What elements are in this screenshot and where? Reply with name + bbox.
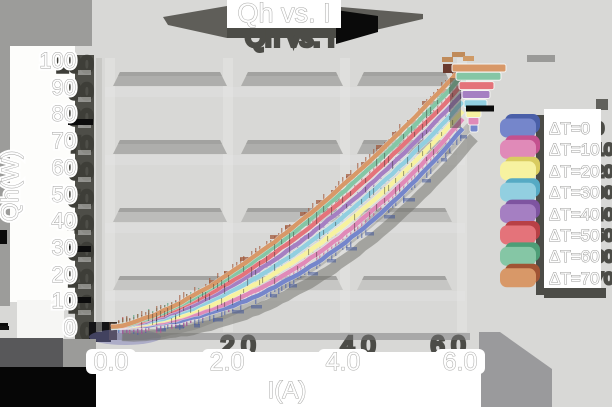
- svg-text:40: 40: [69, 212, 93, 237]
- svg-text:10: 10: [52, 288, 76, 313]
- svg-text:I(A): I(A): [268, 377, 307, 404]
- svg-text:Qh(W): Qh(W): [0, 151, 24, 222]
- svg-text:40: 40: [52, 208, 76, 233]
- svg-text:4.0: 4.0: [326, 348, 361, 376]
- svg-text:ΔT=40: ΔT=40: [549, 205, 600, 224]
- svg-text:80: 80: [69, 105, 93, 130]
- svg-text:0.0: 0.0: [94, 348, 129, 376]
- svg-text:10: 10: [69, 292, 93, 317]
- svg-text:70: 70: [52, 128, 76, 153]
- svg-text:ΔT=70: ΔT=70: [549, 269, 600, 288]
- svg-text:90: 90: [52, 75, 76, 100]
- svg-text:100: 100: [39, 48, 76, 73]
- svg-text:2.0: 2.0: [210, 348, 245, 376]
- svg-text:100: 100: [56, 52, 93, 77]
- svg-text:0: 0: [64, 315, 76, 340]
- svg-text:90: 90: [69, 79, 93, 104]
- svg-text:ΔT=20: ΔT=20: [549, 162, 600, 181]
- svg-text:100: 100: [39, 48, 76, 73]
- svg-text:40: 40: [52, 208, 76, 233]
- svg-text:ΔT=50: ΔT=50: [549, 226, 600, 245]
- svg-text:60: 60: [52, 155, 76, 180]
- svg-text:80: 80: [52, 101, 76, 126]
- svg-text:60: 60: [52, 155, 76, 180]
- svg-text:20: 20: [52, 262, 76, 287]
- svg-text:ΔT=10: ΔT=10: [549, 140, 600, 159]
- svg-text:30: 30: [52, 235, 76, 260]
- svg-text:ΔT=30: ΔT=30: [549, 183, 600, 202]
- svg-text:60: 60: [69, 159, 93, 184]
- svg-text:20: 20: [52, 262, 76, 287]
- svg-text:90: 90: [52, 75, 76, 100]
- svg-text:50: 50: [52, 182, 76, 207]
- svg-text:0: 0: [64, 315, 76, 340]
- svg-text:6.0: 6.0: [443, 348, 478, 376]
- svg-text:70: 70: [69, 132, 93, 157]
- svg-text:ΔT=0: ΔT=0: [549, 119, 590, 138]
- svg-text:50: 50: [69, 186, 93, 211]
- svg-text:30: 30: [52, 235, 76, 260]
- svg-text:Qh(W): Qh(W): [0, 151, 24, 222]
- svg-text:ΔT=60: ΔT=60: [549, 247, 600, 266]
- svg-text:70: 70: [52, 128, 76, 153]
- svg-text:Qh vs. I: Qh vs. I: [237, 0, 330, 28]
- svg-text:50: 50: [52, 182, 76, 207]
- svg-text:20: 20: [69, 266, 93, 291]
- svg-text:80: 80: [52, 101, 76, 126]
- svg-text:10: 10: [52, 288, 76, 313]
